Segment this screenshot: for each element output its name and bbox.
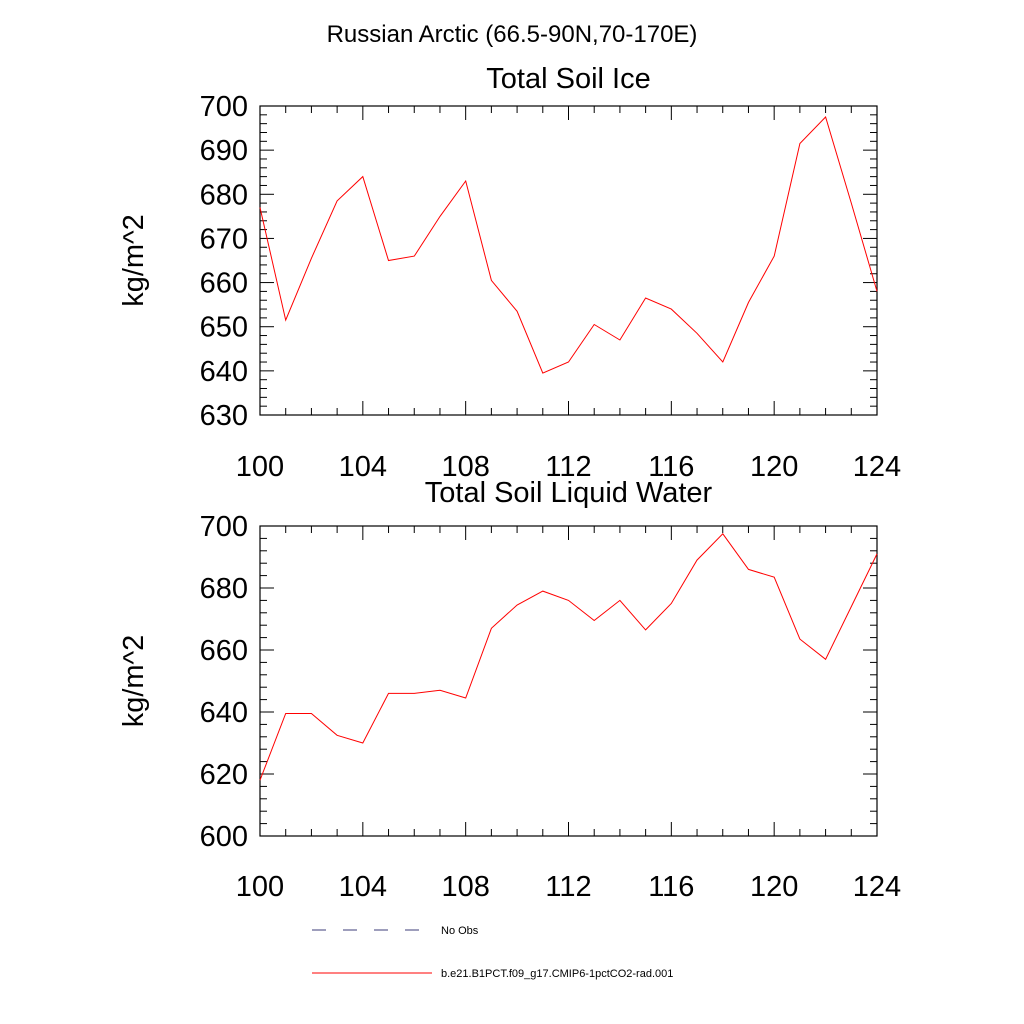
y-tick-label: 680 bbox=[200, 573, 248, 605]
x-tick-label: 100 bbox=[236, 451, 284, 483]
legend-item-1: No Obs bbox=[312, 925, 479, 937]
x-tick-label: 100 bbox=[236, 871, 284, 903]
y-axis-label: kg/m^2 bbox=[118, 635, 150, 728]
x-tick-label: 124 bbox=[853, 871, 901, 903]
series-line-1 bbox=[259, 116, 878, 374]
y-tick-label: 700 bbox=[200, 91, 248, 123]
y-tick-label: 680 bbox=[200, 179, 248, 211]
x-tick-label: 120 bbox=[750, 451, 798, 483]
y-tick-label: 650 bbox=[200, 312, 248, 344]
y-tick-label: 690 bbox=[200, 135, 248, 167]
plot-frame bbox=[259, 525, 878, 837]
legend-label: b.e21.B1PCT.f09_g17.CMIP6-1pctCO2-rad.00… bbox=[441, 968, 673, 980]
x-tick-label: 104 bbox=[339, 451, 387, 483]
x-tick-label: 112 bbox=[545, 871, 591, 903]
y-tick-label: 620 bbox=[200, 759, 248, 791]
chart-panel-2: Total Soil Liquid Water 100 104 108 112 116 12… bbox=[118, 477, 901, 903]
x-tick-label: 112 bbox=[545, 451, 591, 483]
y-tick-label: 630 bbox=[200, 400, 248, 432]
x-tick-label: 108 bbox=[441, 451, 489, 483]
x-tick-label: 108 bbox=[441, 871, 489, 903]
y-tick-label: 700 bbox=[200, 511, 248, 543]
x-tick-label: 104 bbox=[339, 871, 387, 903]
x-tick-label: 116 bbox=[648, 451, 694, 483]
figure-title: Russian Arctic (66.5-90N,70-170E) bbox=[327, 21, 698, 48]
plot-frame bbox=[259, 105, 878, 416]
y-tick-label: 640 bbox=[200, 697, 248, 729]
legend-label: No Obs bbox=[441, 925, 479, 937]
y-tick-label: 600 bbox=[200, 821, 248, 853]
chart-panel-1: Total Soil Ice 100 104 108 112 116 120 124 630 64… bbox=[118, 63, 901, 483]
x-tick-label: 124 bbox=[853, 451, 901, 483]
chart-title: Total Soil Liquid Water bbox=[425, 477, 713, 509]
x-tick-label: 116 bbox=[648, 871, 694, 903]
x-tick-label: 120 bbox=[750, 871, 798, 903]
y-axis-label: kg/m^2 bbox=[118, 214, 150, 307]
y-tick-label: 670 bbox=[200, 223, 248, 255]
y-tick-label: 640 bbox=[200, 356, 248, 388]
y-tick-label: 660 bbox=[200, 268, 248, 300]
chart-panels: Total Soil Ice 100 104 108 112 116 120 124 630 64… bbox=[118, 63, 901, 903]
y-tick-label: 660 bbox=[200, 635, 248, 667]
legend: No Obs b.e21.B1PCT.f09_g17.CMIP6-1pctCO2-… bbox=[312, 925, 673, 980]
series-line-1 bbox=[259, 533, 878, 781]
legend-item-2: b.e21.B1PCT.f09_g17.CMIP6-1pctCO2-rad.00… bbox=[312, 968, 673, 980]
chart-title: Total Soil Ice bbox=[486, 63, 650, 95]
